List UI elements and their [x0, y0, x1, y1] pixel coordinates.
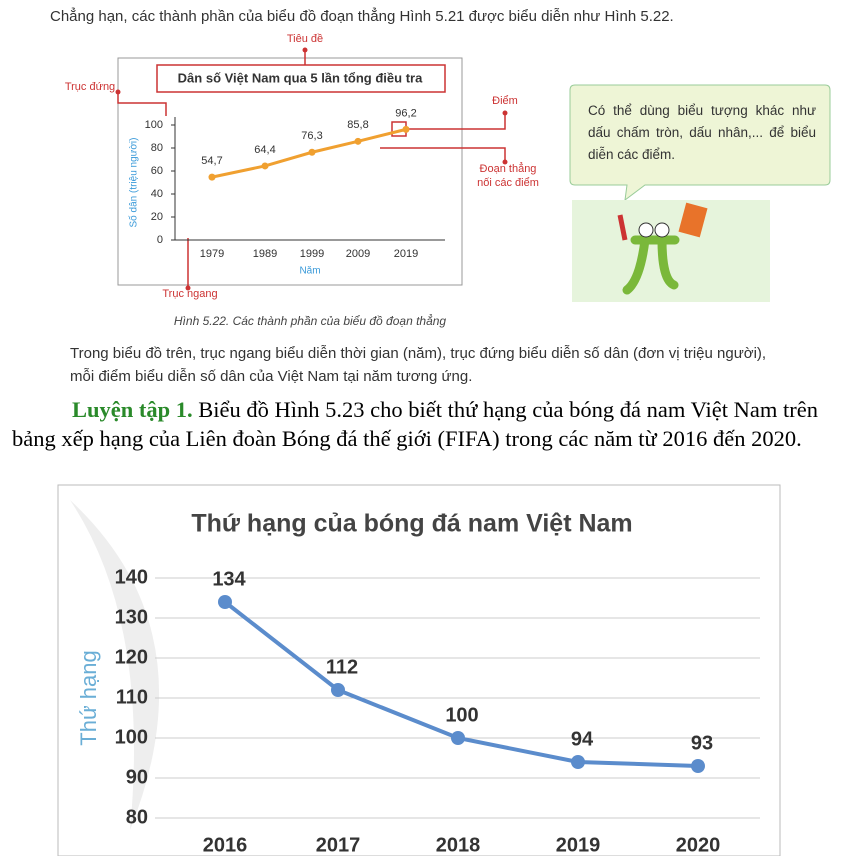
annotation: Trục đứng [65, 81, 115, 93]
speech-bubble [569, 84, 831, 202]
chart-title: Thứ hạng của bóng đá nam Việt Nam [191, 510, 632, 538]
y-tick-label: 100 [145, 119, 163, 131]
caption: Hình 5.22. Các thành phần của biểu đồ đo… [174, 313, 447, 328]
value-label: 76,3 [301, 130, 322, 142]
x-tick-label: 1999 [300, 248, 324, 260]
point [308, 148, 316, 156]
figure-frame [57, 484, 781, 856]
exercise: Luyện tập 1. Biểu đồ Hình 5.23 cho biết … [12, 395, 838, 453]
exercise-text: Biểu đồ Hình 5.23 cho biết thứ hạng của … [12, 397, 818, 451]
point [402, 125, 410, 133]
y-tick-label: 40 [151, 188, 163, 200]
x-tick-label: 2017 [316, 834, 361, 856]
x-tick-label: 2019 [556, 834, 601, 856]
point [208, 173, 216, 181]
annotation-dots [115, 47, 508, 291]
y-axis-label: Số dân (triệu người) [128, 138, 140, 228]
value-label: 93 [691, 732, 713, 754]
annotation: Điểm [492, 95, 518, 107]
value-label: 94 [571, 728, 594, 750]
annotation: Trục ngang [162, 288, 217, 300]
annotation: Tiêu đề [287, 33, 323, 45]
value-label: 134 [212, 568, 246, 590]
mascot [617, 202, 708, 295]
y-tick-label: 0 [157, 234, 163, 246]
y-tick-label: 120 [115, 646, 148, 668]
tip-text: Có thể dùng biểu tượng khác như dấu chấm… [588, 103, 816, 162]
point [331, 683, 345, 697]
intro: Chẳng hạn, các thành phần của biểu đồ đo… [50, 8, 674, 25]
y-tick-label: 100 [115, 726, 148, 748]
title-box [156, 64, 446, 93]
x-tick-label: 2018 [436, 834, 481, 856]
point [261, 162, 269, 170]
y-axis-label: Thứ hạng [76, 650, 101, 745]
point [691, 759, 705, 773]
y-tick-label: 90 [126, 766, 148, 788]
y-tick-label: 80 [151, 142, 163, 154]
point [451, 731, 465, 745]
watermark-leaf [70, 500, 160, 830]
value-label: 54,7 [201, 155, 222, 167]
annotation-lines [117, 50, 506, 288]
value-label: 100 [445, 704, 478, 726]
y-tick-label: 130 [115, 606, 148, 628]
value-label: 96,2 [395, 107, 416, 119]
value-label: 112 [326, 656, 358, 678]
y-tick-label: 110 [116, 686, 148, 708]
paragraph: Trong biểu đồ trên, trục ngang biểu diễn… [70, 345, 767, 385]
value-label: 64,4 [254, 144, 275, 156]
y-tick-label: 60 [151, 165, 163, 177]
x-tick-label: 1979 [200, 248, 224, 260]
y-tick-label: 20 [151, 211, 163, 223]
x-tick-label: 2020 [676, 834, 721, 856]
point [218, 595, 232, 609]
annotation: Đoạn thẳng nối các điểm [477, 162, 539, 189]
x-tick-label: 2009 [346, 248, 370, 260]
point [354, 137, 362, 145]
figure-frame [117, 57, 463, 286]
x-tick-label: 2019 [394, 248, 418, 260]
chart-title: Dân số Việt Nam qua 5 lần tổng điều tra [178, 70, 423, 85]
exercise-label: Luyện tập 1. [72, 397, 193, 422]
value-label: 85,8 [347, 119, 368, 131]
x-axis-label: Năm [299, 266, 320, 277]
x-tick-label: 2016 [203, 834, 248, 856]
x-tick-label: 1989 [253, 248, 277, 260]
point [571, 755, 585, 769]
y-tick-label: 140 [115, 566, 148, 588]
y-tick-label: 80 [126, 806, 148, 828]
